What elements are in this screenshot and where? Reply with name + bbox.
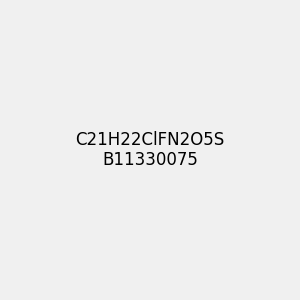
Text: C21H22ClFN2O5S
B11330075: C21H22ClFN2O5S B11330075 <box>75 130 225 170</box>
